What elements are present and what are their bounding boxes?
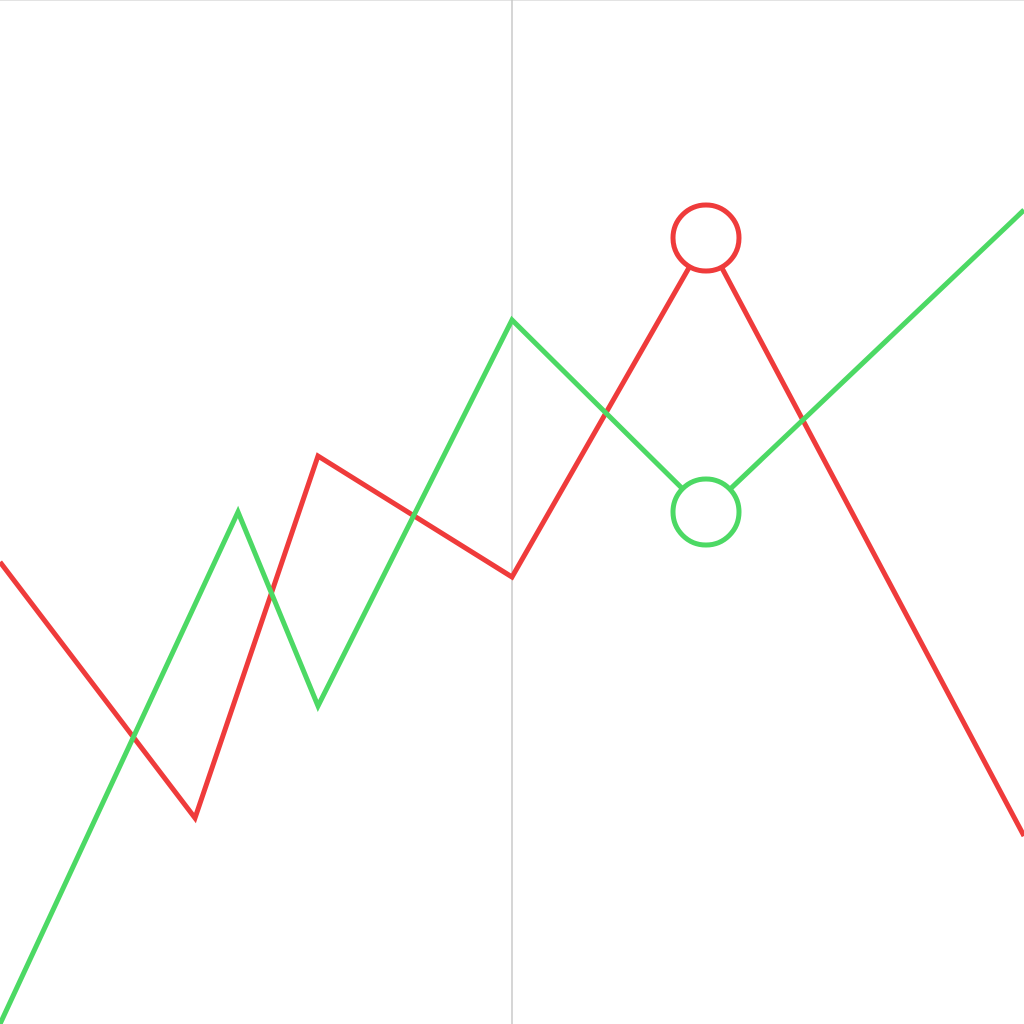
series-2-highlight-point[interactable] — [670, 476, 742, 548]
series-layer — [0, 208, 1024, 1024]
series-line-2 — [0, 208, 1024, 1024]
marker-layer — [670, 202, 742, 548]
series-1-highlight-point[interactable] — [670, 202, 742, 274]
